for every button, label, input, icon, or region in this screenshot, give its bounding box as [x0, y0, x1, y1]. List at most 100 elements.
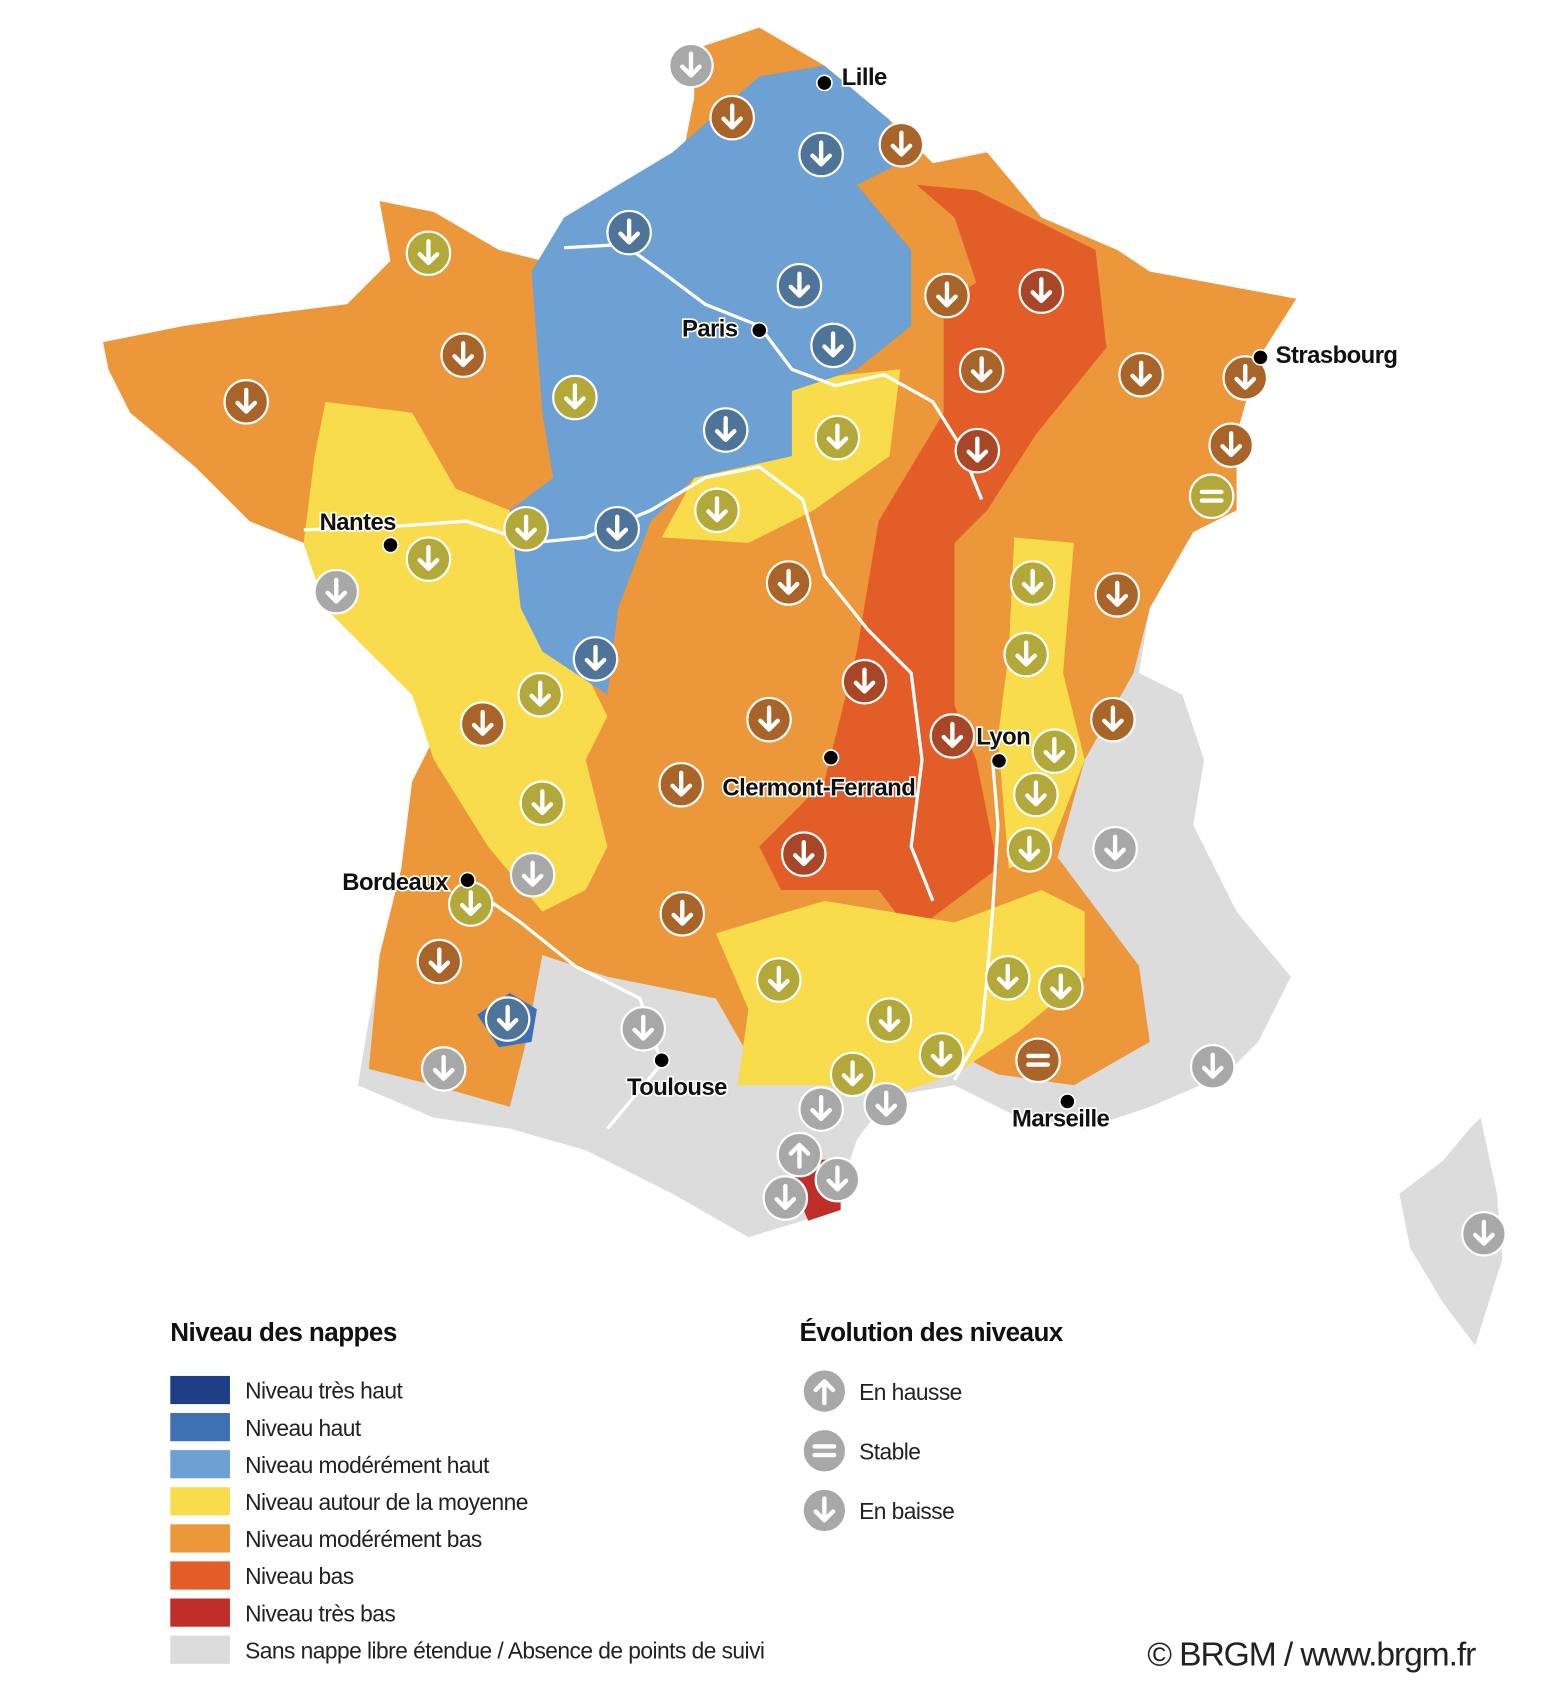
trend-icon [509, 852, 556, 898]
legend-label: Niveau bas [245, 1563, 354, 1589]
region [1399, 1117, 1503, 1346]
arrow-down [680, 51, 702, 78]
trend-icon [519, 780, 566, 826]
arrow-down [452, 341, 475, 368]
trend-icons [223, 42, 1507, 1257]
trend-icon [503, 505, 549, 552]
arrow-down [417, 545, 440, 572]
arrow-down [606, 514, 629, 541]
trend-icon [756, 957, 802, 1003]
arrow-down [531, 789, 554, 816]
trend-icon [517, 671, 563, 718]
arrow-down [1018, 835, 1041, 862]
arrow-down [1025, 780, 1047, 807]
trend-icon [841, 658, 888, 705]
legend-swatch [170, 1561, 230, 1590]
city-dot [750, 321, 768, 339]
river [465, 883, 664, 1130]
trend-icon [1094, 572, 1141, 618]
river [303, 465, 935, 902]
arrow-down [515, 514, 537, 541]
arrow-down [1015, 640, 1037, 667]
arrow-down [1043, 737, 1066, 764]
trend-icon [814, 414, 861, 461]
trend-icon [1222, 355, 1269, 401]
legend-swatch [170, 1635, 230, 1664]
trend-icon [801, 1427, 848, 1474]
city-label: Strasbourg [1276, 342, 1398, 369]
arrow-down [1234, 363, 1257, 390]
legend-swatch [170, 1598, 230, 1627]
trend-icon [810, 322, 856, 369]
city-label: Marseille [1012, 1105, 1110, 1132]
arrow-down [890, 130, 913, 157]
city-label: Clermont-Ferrand [722, 775, 915, 802]
trend-icon [958, 347, 1005, 394]
arrow-down [996, 963, 1019, 990]
trend-icon [668, 42, 714, 89]
region [759, 184, 1107, 934]
trend-icon [1003, 631, 1049, 678]
city-dot [459, 871, 476, 889]
icon-circle [1015, 1037, 1061, 1084]
arrow-down [432, 1054, 455, 1081]
river [953, 759, 1000, 1081]
trend-icon [709, 94, 755, 141]
arrow-up [788, 1142, 811, 1169]
arrow-down [325, 577, 348, 604]
arrow-down [1106, 580, 1129, 607]
trend-icon [694, 487, 740, 534]
trend-icon [440, 332, 486, 378]
trend-icon [1006, 827, 1053, 873]
trend-icon [1031, 728, 1078, 774]
city-dot [1252, 348, 1269, 366]
trend-icon [765, 560, 812, 606]
trend-icon [866, 997, 913, 1043]
trend-icon [552, 374, 598, 421]
arrow-down [471, 709, 494, 736]
arrow-down [1220, 431, 1243, 458]
arrow-down [1102, 705, 1124, 732]
city-label: Lyon [976, 724, 1030, 751]
city-label: Lille [842, 64, 887, 91]
arrow-down [428, 947, 451, 974]
legend-label: Niveau très bas [245, 1600, 395, 1626]
trend-icon [484, 996, 531, 1042]
trend-icon [447, 881, 494, 927]
trend-icon [1189, 1043, 1236, 1090]
trend-icon [1038, 964, 1084, 1011]
arrow-down [1473, 1219, 1495, 1246]
legend-label: En hausse [859, 1379, 962, 1405]
arrow-down [853, 667, 876, 694]
trend-icon [829, 1051, 876, 1098]
arrow-down [813, 1496, 836, 1523]
arrow-down [721, 103, 744, 130]
arrow-down [1021, 568, 1044, 595]
arrow-down [1030, 277, 1053, 304]
legend-label: Sans nappe libre étendue / Absence de po… [245, 1637, 764, 1663]
legend: Niveau très haut Niveau haut Niveau modéré… [170, 1368, 962, 1664]
trend-icon [776, 1131, 823, 1178]
trend-icon [924, 272, 970, 319]
trend-icon [606, 209, 652, 256]
trend-icon [702, 407, 749, 453]
legend-title: Évolution des niveaux [799, 1317, 1063, 1347]
trend-icon [416, 938, 463, 985]
trend-icon [878, 121, 925, 168]
stable [1199, 489, 1224, 503]
arrow-down [774, 1183, 797, 1210]
arrow-down [459, 889, 482, 916]
trend-icon [659, 891, 706, 937]
trend-icon [1188, 473, 1235, 519]
trend-icon [1461, 1211, 1507, 1257]
arrow-down [1050, 973, 1072, 1000]
legend-swatch [170, 1375, 230, 1405]
trend-icon [954, 427, 1001, 474]
legend-swatch [170, 1487, 230, 1516]
arrow-down [970, 356, 993, 383]
arrow-down [758, 705, 780, 732]
arrow-down [875, 1090, 898, 1117]
arrow-down [930, 1040, 953, 1067]
arrow-down [810, 1094, 832, 1122]
credit: © BRGM / www.brgm.fr [1147, 1637, 1476, 1674]
